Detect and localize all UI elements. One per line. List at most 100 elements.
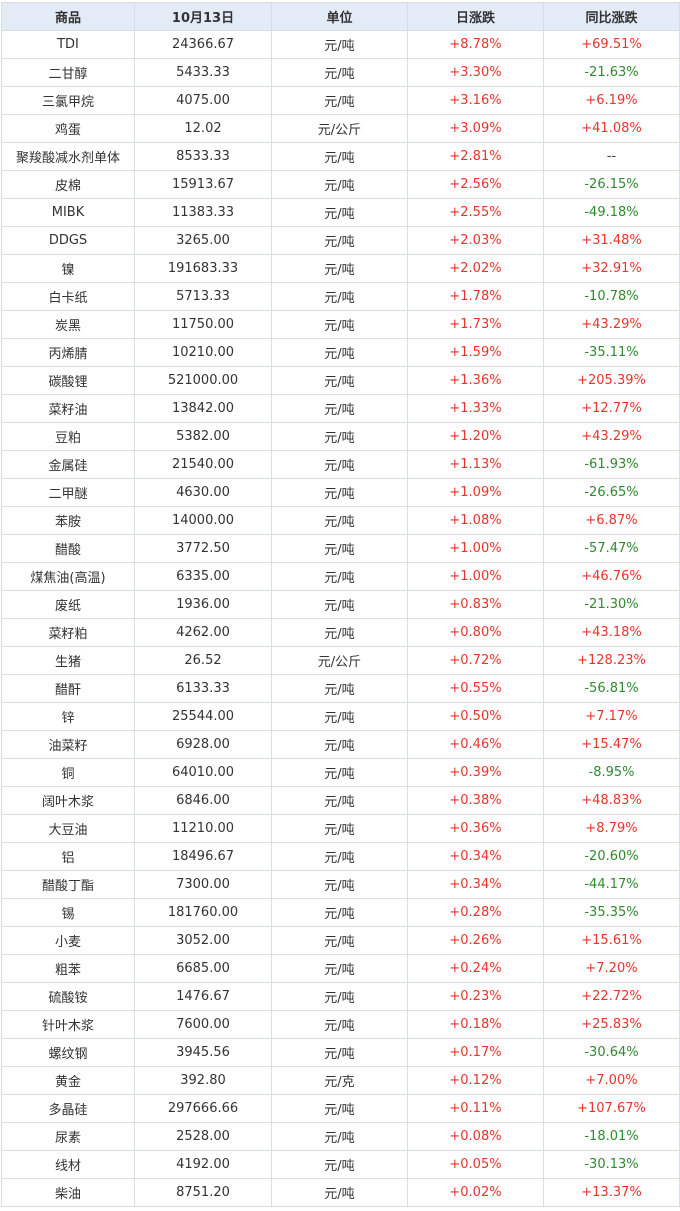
daily-change-cell: +0.80%: [407, 618, 544, 647]
name-cell: 锡: [1, 898, 135, 927]
column-header-date-price: 10月13日: [134, 2, 272, 31]
price-cell: 191683.33: [134, 254, 272, 283]
table-row: 鸡蛋 12.02 元/公斤 +3.09% +41.08%: [1, 114, 680, 143]
unit-cell: 元/公斤: [271, 114, 408, 143]
price-cell: 4630.00: [134, 478, 272, 507]
yoy-change-cell: +107.67%: [543, 1094, 680, 1123]
yoy-change-cell: -30.64%: [543, 1038, 680, 1067]
yoy-change-cell: -21.63%: [543, 58, 680, 87]
yoy-change-cell: -49.18%: [543, 198, 680, 227]
name-cell: 镍: [1, 254, 135, 283]
unit-cell: 元/吨: [271, 926, 408, 955]
unit-cell: 元/吨: [271, 170, 408, 199]
daily-change-cell: +1.33%: [407, 394, 544, 423]
price-cell: 14000.00: [134, 506, 272, 535]
name-cell: 三氯甲烷: [1, 86, 135, 115]
column-header-unit: 单位: [271, 2, 408, 31]
table-row: 皮棉 15913.67 元/吨 +2.56% -26.15%: [1, 170, 680, 199]
table-row: 菜籽油 13842.00 元/吨 +1.33% +12.77%: [1, 394, 680, 423]
price-cell: 13842.00: [134, 394, 272, 423]
price-cell: 6335.00: [134, 562, 272, 591]
table-row: 炭黑 11750.00 元/吨 +1.73% +43.29%: [1, 310, 680, 339]
price-cell: 392.80: [134, 1066, 272, 1095]
table-row: 铝 18496.67 元/吨 +0.34% -20.60%: [1, 842, 680, 871]
daily-change-cell: +0.02%: [407, 1178, 544, 1207]
price-cell: 21540.00: [134, 450, 272, 479]
name-cell: 铜: [1, 758, 135, 787]
unit-cell: 元/吨: [271, 86, 408, 115]
yoy-change-cell: -35.35%: [543, 898, 680, 927]
table-row: 大豆油 11210.00 元/吨 +0.36% +8.79%: [1, 814, 680, 843]
name-cell: 线材: [1, 1150, 135, 1179]
table-row: 油菜籽 6928.00 元/吨 +0.46% +15.47%: [1, 730, 680, 759]
name-cell: 苯胺: [1, 506, 135, 535]
unit-cell: 元/吨: [271, 506, 408, 535]
table-row: 三氯甲烷 4075.00 元/吨 +3.16% +6.19%: [1, 86, 680, 115]
name-cell: 多晶硅: [1, 1094, 135, 1123]
name-cell: 金属硅: [1, 450, 135, 479]
daily-change-cell: +0.72%: [407, 646, 544, 675]
yoy-change-cell: -44.17%: [543, 870, 680, 899]
unit-cell: 元/吨: [271, 1094, 408, 1123]
daily-change-cell: +0.55%: [407, 674, 544, 703]
price-cell: 15913.67: [134, 170, 272, 199]
unit-cell: 元/吨: [271, 1150, 408, 1179]
table-row: 聚羧酸减水剂单体 8533.33 元/吨 +2.81% --: [1, 142, 680, 171]
name-cell: DDGS: [1, 226, 135, 255]
price-cell: 8751.20: [134, 1178, 272, 1207]
price-cell: 64010.00: [134, 758, 272, 787]
yoy-change-cell: +22.72%: [543, 982, 680, 1011]
unit-cell: 元/吨: [271, 198, 408, 227]
table-row: 小麦 3052.00 元/吨 +0.26% +15.61%: [1, 926, 680, 955]
daily-change-cell: +1.36%: [407, 366, 544, 395]
table-row: 白卡纸 5713.33 元/吨 +1.78% -10.78%: [1, 282, 680, 311]
table-row: TDI 24366.67 元/吨 +8.78% +69.51%: [1, 30, 680, 59]
table-row: 二甲醚 4630.00 元/吨 +1.09% -26.65%: [1, 478, 680, 507]
unit-cell: 元/吨: [271, 534, 408, 563]
price-cell: 4262.00: [134, 618, 272, 647]
yoy-change-cell: +15.61%: [543, 926, 680, 955]
daily-change-cell: +2.55%: [407, 198, 544, 227]
table-row: 镍 191683.33 元/吨 +2.02% +32.91%: [1, 254, 680, 283]
unit-cell: 元/吨: [271, 58, 408, 87]
table-row: 碳酸锂 521000.00 元/吨 +1.36% +205.39%: [1, 366, 680, 395]
daily-change-cell: +0.38%: [407, 786, 544, 815]
yoy-change-cell: -26.65%: [543, 478, 680, 507]
unit-cell: 元/吨: [271, 1122, 408, 1151]
yoy-change-cell: +7.00%: [543, 1066, 680, 1095]
table-body: TDI 24366.67 元/吨 +8.78% +69.51% 二甘醇 5433.33 元/吨…: [1, 30, 680, 1207]
unit-cell: 元/吨: [271, 590, 408, 619]
name-cell: 丙烯腈: [1, 338, 135, 367]
name-cell: 硫酸铵: [1, 982, 135, 1011]
yoy-change-cell: +43.18%: [543, 618, 680, 647]
name-cell: 大豆油: [1, 814, 135, 843]
yoy-change-cell: -57.47%: [543, 534, 680, 563]
name-cell: 醋酸丁酯: [1, 870, 135, 899]
daily-change-cell: +0.83%: [407, 590, 544, 619]
table-row: 针叶木浆 7600.00 元/吨 +0.18% +25.83%: [1, 1010, 680, 1039]
table-row: 柴油 8751.20 元/吨 +0.02% +13.37%: [1, 1178, 680, 1207]
table-row: 锌 25544.00 元/吨 +0.50% +7.17%: [1, 702, 680, 731]
unit-cell: 元/吨: [271, 226, 408, 255]
unit-cell: 元/吨: [271, 30, 408, 59]
yoy-change-cell: -61.93%: [543, 450, 680, 479]
daily-change-cell: +3.09%: [407, 114, 544, 143]
yoy-change-cell: -20.60%: [543, 842, 680, 871]
price-cell: 6685.00: [134, 954, 272, 983]
daily-change-cell: +0.46%: [407, 730, 544, 759]
unit-cell: 元/吨: [271, 730, 408, 759]
price-cell: 6846.00: [134, 786, 272, 815]
unit-cell: 元/吨: [271, 310, 408, 339]
price-cell: 1936.00: [134, 590, 272, 619]
daily-change-cell: +0.18%: [407, 1010, 544, 1039]
column-header-daily-change: 日涨跌: [407, 2, 544, 31]
unit-cell: 元/吨: [271, 674, 408, 703]
table-row: 醋酐 6133.33 元/吨 +0.55% -56.81%: [1, 674, 680, 703]
price-cell: 5433.33: [134, 58, 272, 87]
name-cell: 二甲醚: [1, 478, 135, 507]
daily-change-cell: +0.17%: [407, 1038, 544, 1067]
column-header-yoy-change: 同比涨跌: [543, 2, 680, 31]
price-cell: 3052.00: [134, 926, 272, 955]
price-cell: 11383.33: [134, 198, 272, 227]
unit-cell: 元/吨: [271, 282, 408, 311]
